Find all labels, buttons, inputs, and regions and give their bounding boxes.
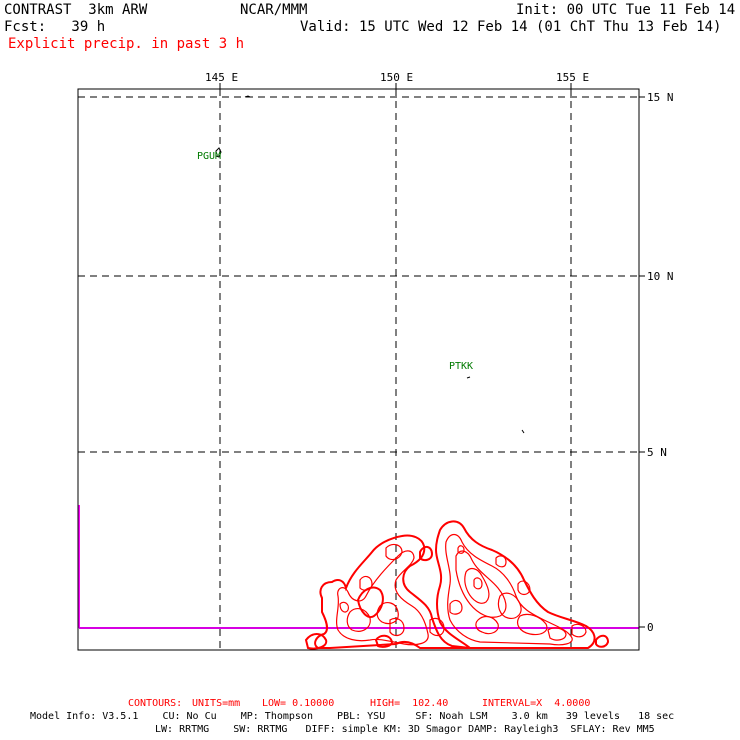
lat-label-15n: 15 N	[647, 91, 674, 104]
model-info-line1: Model Info: V3.5.1 CU: No Cu MP: Thompso…	[30, 711, 675, 722]
island-guam	[215, 147, 222, 158]
lat-label-10n: 10 N	[647, 270, 674, 283]
lat-lon-grid	[78, 89, 639, 650]
island-chuuk	[466, 376, 471, 379]
init-time: Init: 00 UTC Tue 11 Feb 14	[516, 2, 736, 18]
model-info-line2: LW: RRTMG SW: RRTMG DIFF: simple KM: 3D …	[155, 724, 655, 735]
island-pohnpei	[521, 429, 525, 434]
contour-units: UNITS=mm	[192, 698, 241, 709]
plot-frame	[77, 88, 640, 651]
lon-label-150: 150 E	[380, 71, 414, 84]
valid-time: Valid: 15 UTC Wed 12 Feb 14 (01 ChT Thu …	[300, 19, 722, 35]
station-label-pgum: PGUM	[197, 151, 222, 162]
station-label-ptkk: PTKK	[449, 361, 474, 372]
forecast-hour: Fcst: 39 h	[4, 19, 106, 35]
lon-label-155: 155 E	[556, 71, 590, 84]
model-title: CONTRAST 3km ARW	[4, 2, 148, 18]
center-title: NCAR/MMM	[240, 2, 308, 18]
contour-high: HIGH= 102.40	[370, 698, 449, 709]
lat-label-5n: 5 N	[647, 446, 667, 459]
contour-low: LOW= 0.10000	[262, 698, 335, 709]
axis-ticks	[219, 83, 645, 628]
contour-prefix: CONTOURS:	[128, 698, 183, 709]
lat-label-0: 0	[647, 621, 654, 634]
precip-contours	[304, 520, 610, 650]
lon-label-145: 145 E	[205, 71, 239, 84]
contour-interval: INTERVAL=X 4.0000	[482, 698, 591, 709]
coastlines	[215, 95, 525, 434]
field-title: Explicit precip. in past 3 h	[8, 36, 245, 52]
island-north	[244, 95, 251, 98]
